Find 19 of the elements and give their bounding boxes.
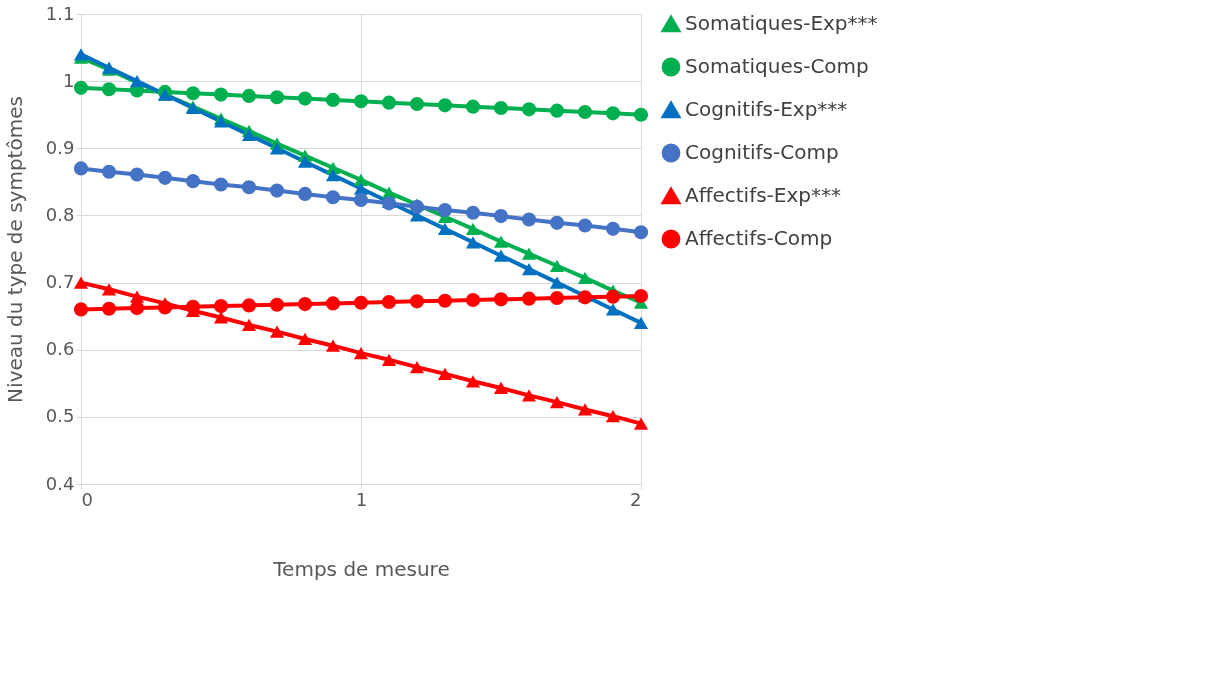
legend-label: Cognitifs-Exp*** <box>685 97 848 121</box>
x-tick-label: 1 <box>355 488 368 510</box>
y-tick-label: 0.9 <box>45 136 75 158</box>
legend-label: Somatiques-Comp <box>685 54 869 78</box>
y-tick-label: 0.7 <box>45 271 75 293</box>
y-tick-label: 1 <box>63 69 75 91</box>
y-axis-title: Niveau du type de symptômes <box>2 96 27 403</box>
y-tick-label: 0.8 <box>45 203 75 225</box>
y-tick-label: 0.6 <box>45 338 75 360</box>
y-tick-label: 1.1 <box>45 2 75 24</box>
legend-label: Affectifs-Exp*** <box>685 183 842 207</box>
x-tick-label: 0 <box>81 488 93 510</box>
y-tick-label: 0.4 <box>45 472 75 494</box>
y-tick-label: 0.5 <box>45 405 75 427</box>
x-axis-title: Temps de mesure <box>272 556 450 581</box>
x-tick-label: 2 <box>630 488 642 510</box>
legend-label: Affectifs-Comp <box>685 226 833 250</box>
legend-label: Cognitifs-Comp <box>685 140 839 164</box>
legend-label: Somatiques-Exp*** <box>685 11 878 35</box>
